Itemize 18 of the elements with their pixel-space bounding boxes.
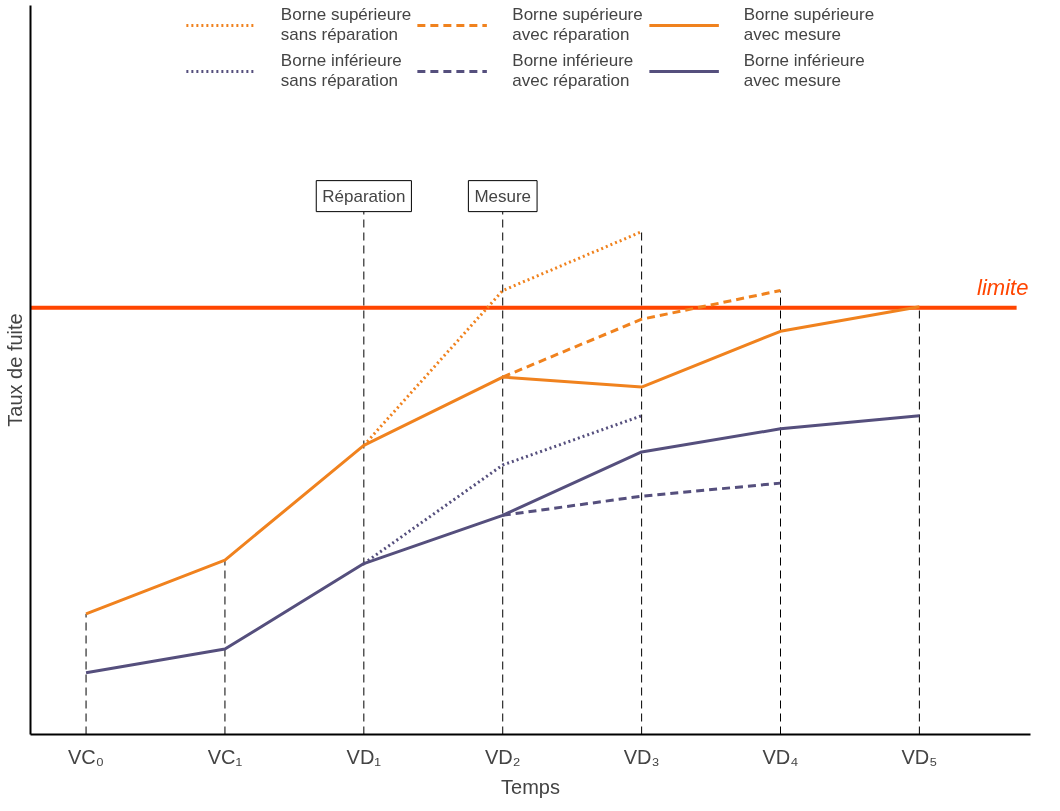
legend-label: Borne inférieure avec mesure bbox=[743, 51, 865, 91]
x-tick-label: VD₃ bbox=[623, 745, 660, 768]
legend-label: Borne inférieure avec réparation bbox=[512, 51, 634, 91]
x-tick-label: VD₁ bbox=[346, 745, 382, 768]
legend-label: Borne supérieure sans réparation bbox=[280, 5, 412, 45]
legend-label: Borne supérieure avec réparation bbox=[512, 5, 643, 45]
x-axis-title: Temps bbox=[501, 775, 560, 798]
x-tick-label: VC₀ bbox=[68, 745, 105, 768]
ref-line-label: limite bbox=[977, 274, 1029, 300]
legend-label: Borne inférieure sans réparation bbox=[280, 51, 402, 91]
legend-label: Borne supérieure avec mesure bbox=[743, 5, 875, 45]
x-tick-label: VD₄ bbox=[762, 745, 799, 768]
ref-line-label: Réparation bbox=[322, 186, 406, 206]
x-tick-label: VD₂ bbox=[484, 745, 521, 768]
x-tick-label: VD₅ bbox=[901, 745, 938, 768]
y-axis-title: Taux de fuite bbox=[3, 313, 26, 427]
ref-line-label: Mesure bbox=[474, 186, 532, 206]
x-tick-label: VC₁ bbox=[207, 745, 243, 768]
